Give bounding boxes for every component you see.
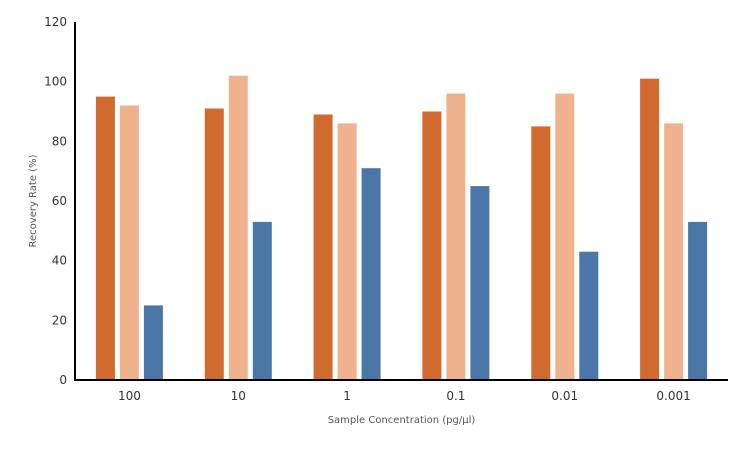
x-axis-title: Sample Concentration (pg/μl)	[328, 415, 476, 426]
x-tick-label: 10	[231, 389, 246, 403]
bar-series-3	[143, 305, 163, 380]
bar-series-2	[119, 105, 139, 380]
bar-series-1	[313, 114, 333, 380]
x-tick-label: 0.001	[656, 389, 690, 403]
y-tick-label: 40	[52, 254, 67, 268]
y-axis-ticks: 0 20 40 60 80 100 120	[44, 15, 67, 387]
y-tick-label: 100	[44, 75, 67, 89]
x-tick-label: 0.1	[446, 389, 465, 403]
bar-series-1	[640, 78, 660, 380]
y-axis-title: Recovery Rate (%)	[28, 154, 39, 247]
bar-series-2	[555, 93, 575, 380]
x-tick-label: 0.01	[551, 389, 578, 403]
bars	[95, 75, 708, 381]
bar-series-1	[95, 96, 115, 380]
y-tick-label: 0	[59, 373, 67, 387]
y-tick-label: 20	[52, 313, 67, 327]
x-axis-ticks: 100 10 1 0.1 0.01 0.001	[118, 389, 691, 403]
bar-series-1	[422, 111, 442, 380]
y-tick-label: 80	[52, 134, 67, 148]
bar-series-3	[361, 168, 381, 380]
bar-series-3	[579, 251, 599, 380]
x-tick-label: 1	[343, 389, 351, 403]
bar-series-3	[470, 186, 490, 380]
bar-series-2	[664, 123, 684, 381]
bar-series-3	[688, 221, 708, 380]
y-tick-label: 60	[52, 194, 67, 208]
bar-series-2	[446, 93, 466, 380]
bar-series-2	[228, 75, 248, 380]
x-tick-label: 100	[118, 389, 141, 403]
bar-series-2	[337, 123, 357, 381]
bar-series-1	[204, 108, 224, 380]
bar-series-1	[531, 126, 551, 381]
bar-series-3	[252, 221, 272, 380]
y-tick-label: 120	[44, 15, 67, 29]
